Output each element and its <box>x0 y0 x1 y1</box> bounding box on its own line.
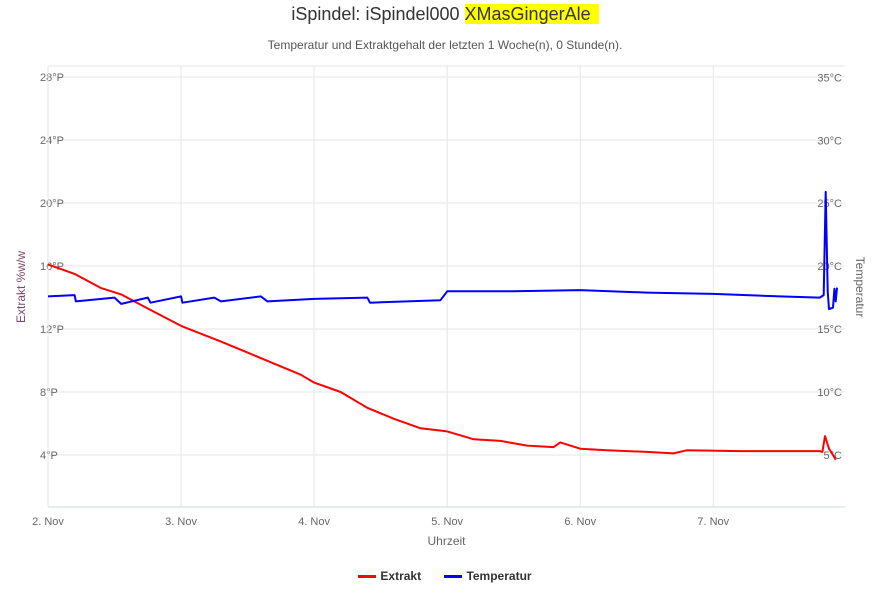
legend-swatch <box>358 575 377 579</box>
legend-label: Temperatur <box>466 569 532 583</box>
y-left-tick-label: 24°P <box>40 135 64 147</box>
y-right-tick-label: 10°C <box>817 387 842 399</box>
chart-title: iSpindel: iSpindel000 XMasGingerAle <box>0 4 890 25</box>
y-right-tick-label: 35°C <box>817 72 842 84</box>
title-prefix: iSpindel: iSpindel000 <box>291 4 460 24</box>
series-line-temperatur <box>47 190 838 310</box>
x-tick-label: 5. Nov <box>431 516 463 528</box>
x-tick-label: 4. Nov <box>298 516 330 528</box>
y-right-tick-label: 20°C <box>817 261 842 273</box>
legend-label: Extrakt <box>380 569 422 583</box>
x-tick-label: 7. Nov <box>697 516 729 528</box>
y-left-tick-label: 20°P <box>40 198 64 210</box>
y-left-tick-label: 16°P <box>40 261 64 273</box>
chart-subtitle: Temperatur und Extraktgehalt der letzten… <box>267 38 623 52</box>
y-left-tick-label: 28°P <box>40 72 64 84</box>
y-right-tick-label: 25°C <box>817 198 842 210</box>
x-tick-label: 2. Nov <box>32 516 64 528</box>
y-right-axis-title: Temperatur <box>853 257 867 318</box>
x-tick-label: 3. Nov <box>165 516 197 528</box>
y-left-tick-label: 12°P <box>40 324 64 336</box>
y-left-tick-label: 8°P <box>40 387 58 399</box>
series-line-extrakt <box>47 263 837 461</box>
y-right-tick-label: 15°C <box>817 324 842 336</box>
y-left-axis-title: Extrakt %w/w <box>14 251 28 323</box>
title-highlight: XMasGingerAle <box>464 4 599 24</box>
legend: Extrakt Temperatur <box>0 569 890 583</box>
y-left-tick-label: 4°P <box>40 450 58 462</box>
x-axis-title: Uhrzeit <box>427 534 466 548</box>
legend-swatch <box>444 575 463 579</box>
legend-item-extrakt[interactable]: Extrakt <box>358 569 421 583</box>
x-tick-label: 6. Nov <box>564 516 596 528</box>
y-right-tick-label: 30°C <box>817 135 842 147</box>
legend-item-temperatur[interactable]: Temperatur <box>444 569 532 583</box>
